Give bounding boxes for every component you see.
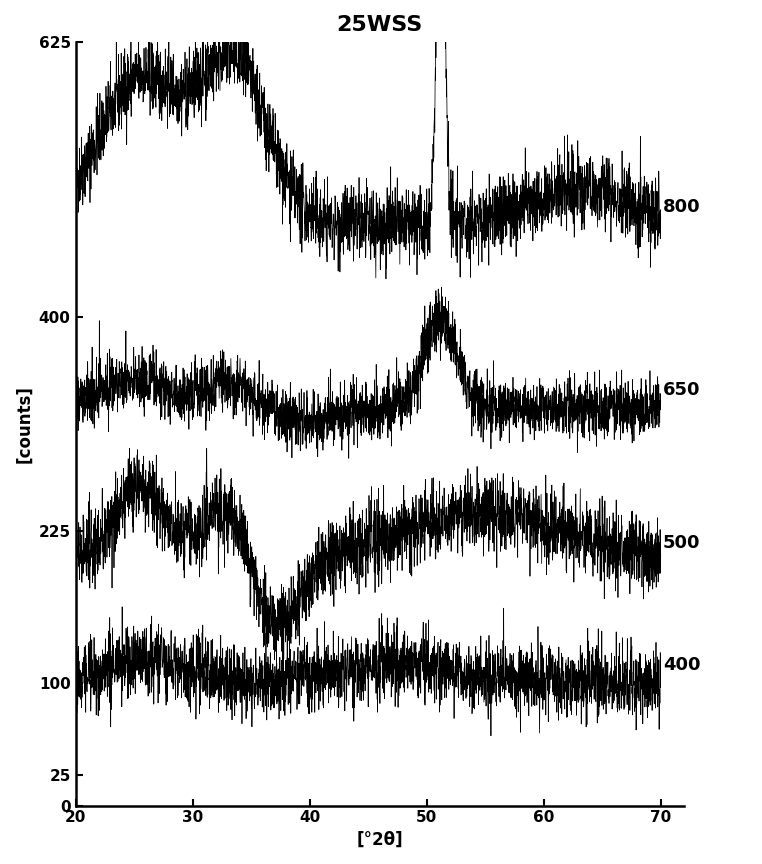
Title: 25WSS: 25WSS	[337, 15, 423, 35]
Text: 500: 500	[663, 534, 700, 552]
Y-axis label: [counts]: [counts]	[15, 384, 33, 463]
Text: 650: 650	[663, 381, 700, 399]
X-axis label: [°2θ]: [°2θ]	[357, 831, 403, 849]
Text: 800: 800	[663, 198, 700, 216]
Text: 400: 400	[663, 656, 700, 674]
